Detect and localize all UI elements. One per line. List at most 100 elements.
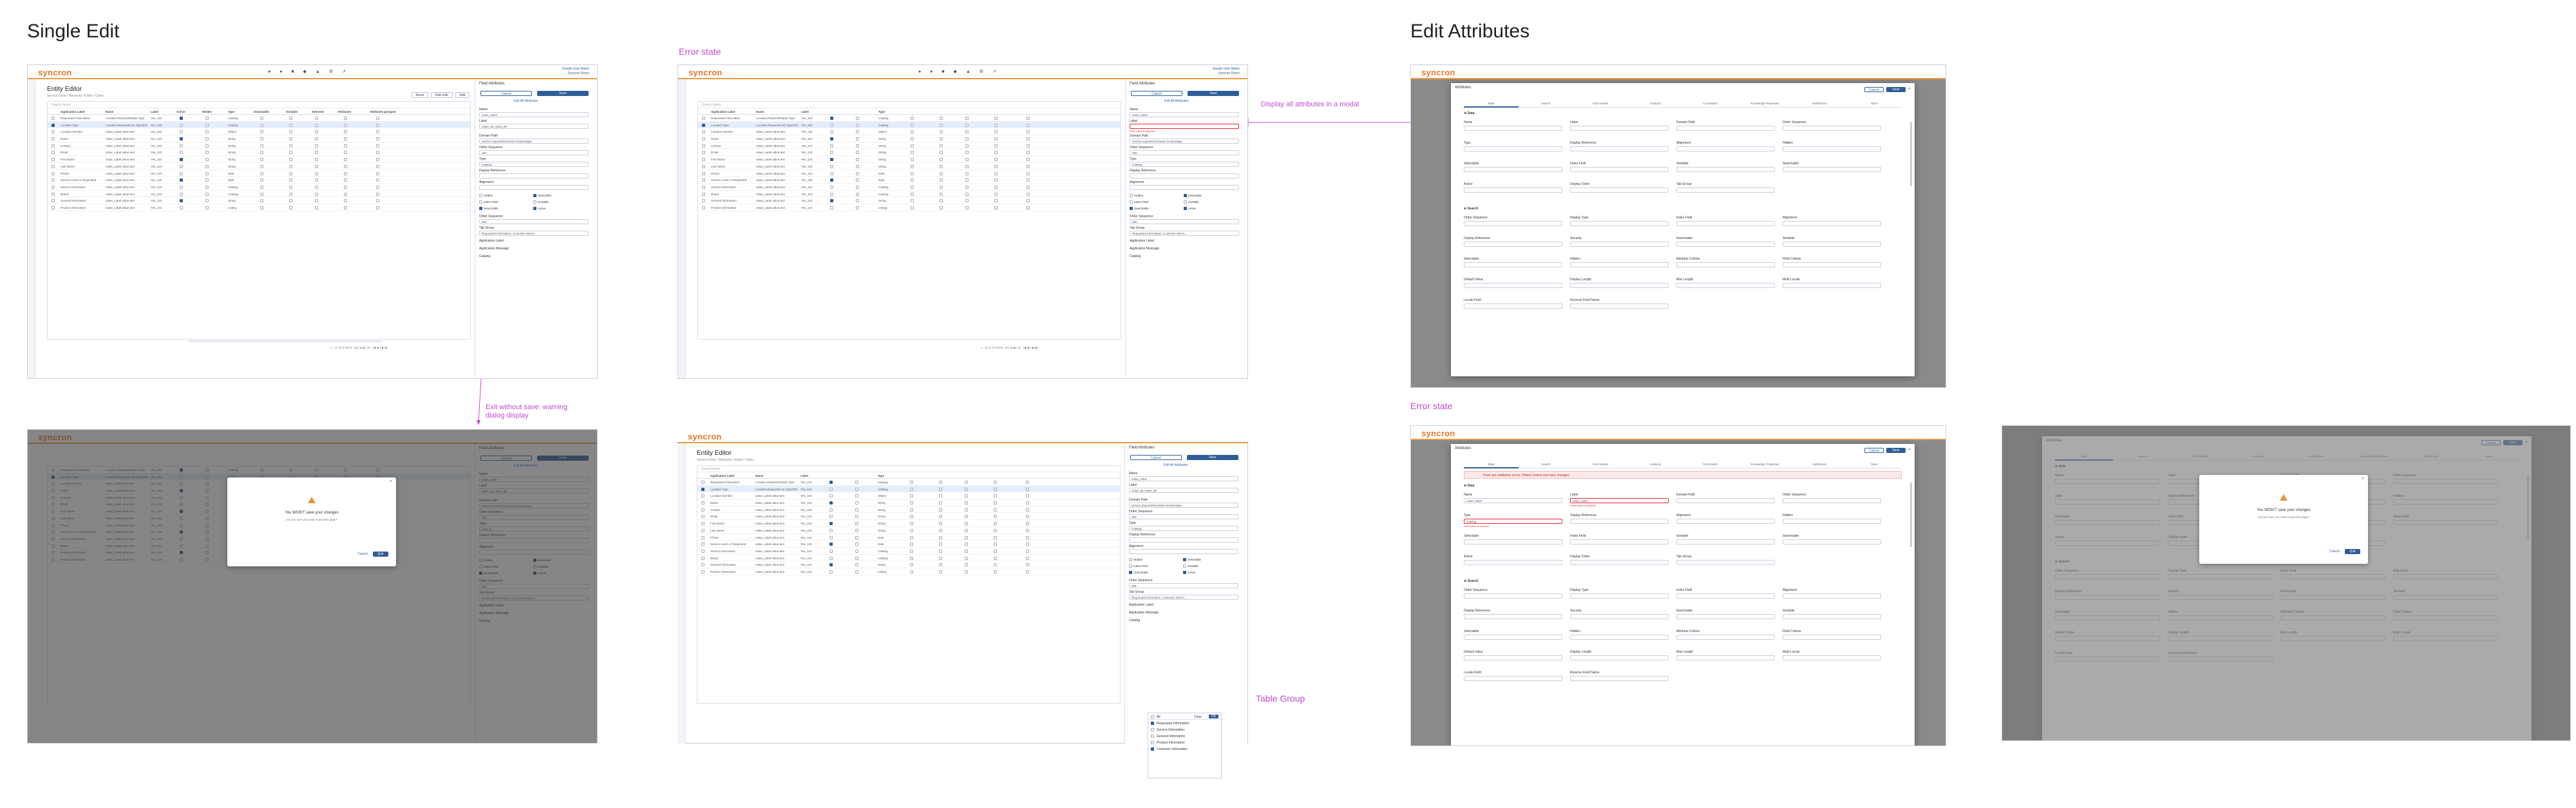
row-checkbox[interactable] — [702, 178, 705, 182]
dropdown-option[interactable]: Requested Information — [1148, 720, 1221, 726]
user-info[interactable]: Joseph User Name Syncron Demo — [562, 67, 589, 75]
data-field-input[interactable] — [1783, 126, 1881, 131]
data-field-input[interactable] — [1676, 146, 1775, 151]
search-field-input[interactable] — [2393, 595, 2498, 600]
search-field-input[interactable] — [1570, 676, 1669, 681]
side-rail[interactable] — [677, 443, 685, 744]
search-field-input[interactable] — [2168, 595, 2273, 600]
search-field-input[interactable] — [2393, 574, 2498, 579]
horizontal-scrollbar[interactable] — [189, 340, 382, 342]
pager[interactable]: 1 - 11 of 11 items per page 10 |◀ ◀ 1 ▶ … — [330, 346, 388, 349]
edit-all-attributes-link[interactable]: Edit All Attributes — [514, 99, 538, 103]
tab-6[interactable]: Notification — [1812, 463, 1827, 466]
search-field-input[interactable] — [1464, 221, 1562, 226]
sortable-checkbox[interactable]: Sortable — [533, 200, 549, 204]
label-field[interactable] — [1130, 124, 1239, 129]
row-checkbox[interactable] — [52, 117, 55, 120]
data-field-input[interactable] — [1570, 146, 1669, 151]
data-field-input[interactable] — [1570, 126, 1669, 131]
cancel-button[interactable]: Cancel — [2329, 550, 2340, 553]
type-select[interactable]: Catalog — [479, 162, 589, 167]
tab-1[interactable]: Search — [1541, 463, 1551, 466]
search-field-input[interactable] — [2168, 615, 2273, 620]
all-checkbox[interactable] — [1151, 715, 1154, 718]
search-field-input[interactable] — [1570, 655, 1669, 660]
cancel-button[interactable]: Cancel — [480, 91, 532, 96]
dropdown-option[interactable]: General Information — [1148, 733, 1221, 739]
data-field-input[interactable] — [1676, 560, 1775, 565]
search-field-input[interactable] — [2055, 636, 2160, 641]
search-field-input[interactable] — [1464, 635, 1562, 640]
data-field-input[interactable] — [2055, 499, 2160, 505]
label-field[interactable]: value_ab_value_ab — [1129, 488, 1238, 493]
data-section-header[interactable]: ⊖ Data — [1464, 111, 1475, 115]
row-checkbox[interactable] — [701, 549, 705, 553]
tab-4[interactable]: Constraints — [2308, 455, 2324, 458]
modal-scrollbar[interactable] — [1910, 122, 1912, 186]
active-checkbox[interactable]: Active — [533, 207, 545, 210]
index-field-checkbox[interactable]: Index Field — [1130, 200, 1148, 204]
row-checkbox[interactable] — [52, 164, 55, 168]
overlay[interactable] — [28, 430, 597, 743]
row-checkbox[interactable] — [701, 570, 705, 573]
data-field-input[interactable] — [2393, 479, 2498, 484]
row-checkbox[interactable] — [701, 543, 705, 546]
close-icon[interactable]: ✕ — [1908, 87, 1911, 91]
tab-0[interactable]: Data — [1464, 463, 1519, 468]
close-icon[interactable]: ✕ — [1908, 448, 1911, 452]
alignment-select[interactable] — [1130, 185, 1239, 190]
data-field-input[interactable] — [1783, 498, 1881, 503]
order-sequence-2-field[interactable]: 300 — [479, 219, 589, 224]
cancel-button[interactable]: Cancel — [1864, 448, 1884, 453]
cancel-button[interactable]: Cancel — [357, 552, 368, 556]
tab-3[interactable]: Analysis — [2252, 455, 2264, 458]
search-field-input[interactable] — [2168, 636, 2273, 641]
name-field[interactable]: value_value — [1129, 476, 1238, 481]
search-section-header[interactable]: ⊖ Search — [1464, 579, 1479, 583]
search-field-input[interactable] — [1464, 242, 1562, 247]
tab-2[interactable]: Grid Header — [1593, 463, 1609, 466]
modal-scrollbar[interactable] — [1910, 483, 1912, 547]
tab-group-select[interactable]: Requested Information, Customer Inform..… — [1129, 595, 1238, 600]
order-sequence-2-field[interactable]: 300 — [1130, 219, 1239, 224]
hidden-checkbox[interactable]: Hidden — [479, 194, 493, 197]
tab-7[interactable]: More — [1871, 102, 1878, 105]
domain-path-field[interactable]: service.requestinformation.locationtype — [1129, 503, 1238, 508]
row-checkbox[interactable] — [701, 522, 705, 526]
tab-3[interactable]: Analysis — [1650, 463, 1661, 466]
cancel-button[interactable]: Cancel — [1864, 87, 1884, 92]
quit-button[interactable]: Quit — [2345, 549, 2360, 554]
data-field-input[interactable] — [2055, 479, 2160, 484]
hidden-checkbox[interactable]: Hidden — [1129, 558, 1142, 561]
bulk-edit-button[interactable]: Bulk Edit — [431, 92, 453, 98]
tab-6[interactable]: Notification — [1812, 102, 1827, 105]
name-field[interactable]: value_value — [1130, 112, 1239, 117]
row-checkbox[interactable] — [702, 137, 705, 141]
order-sequence-field[interactable]: 300 — [479, 150, 589, 155]
order-sequence-2-field[interactable]: 300 — [1129, 583, 1238, 588]
breadcrumb[interactable]: Service Parts / Warranty / Entity / Clai… — [47, 94, 104, 98]
tab-4[interactable]: Constraints — [1703, 102, 1718, 105]
data-field-input[interactable] — [1783, 167, 1881, 172]
data-field-input[interactable] — [2393, 499, 2498, 505]
save-button[interactable]: Save — [1886, 87, 1906, 92]
breadcrumb[interactable]: Service Parts / Warranty / Entity / Clai… — [697, 458, 753, 462]
search-field-input[interactable] — [1676, 593, 1775, 599]
